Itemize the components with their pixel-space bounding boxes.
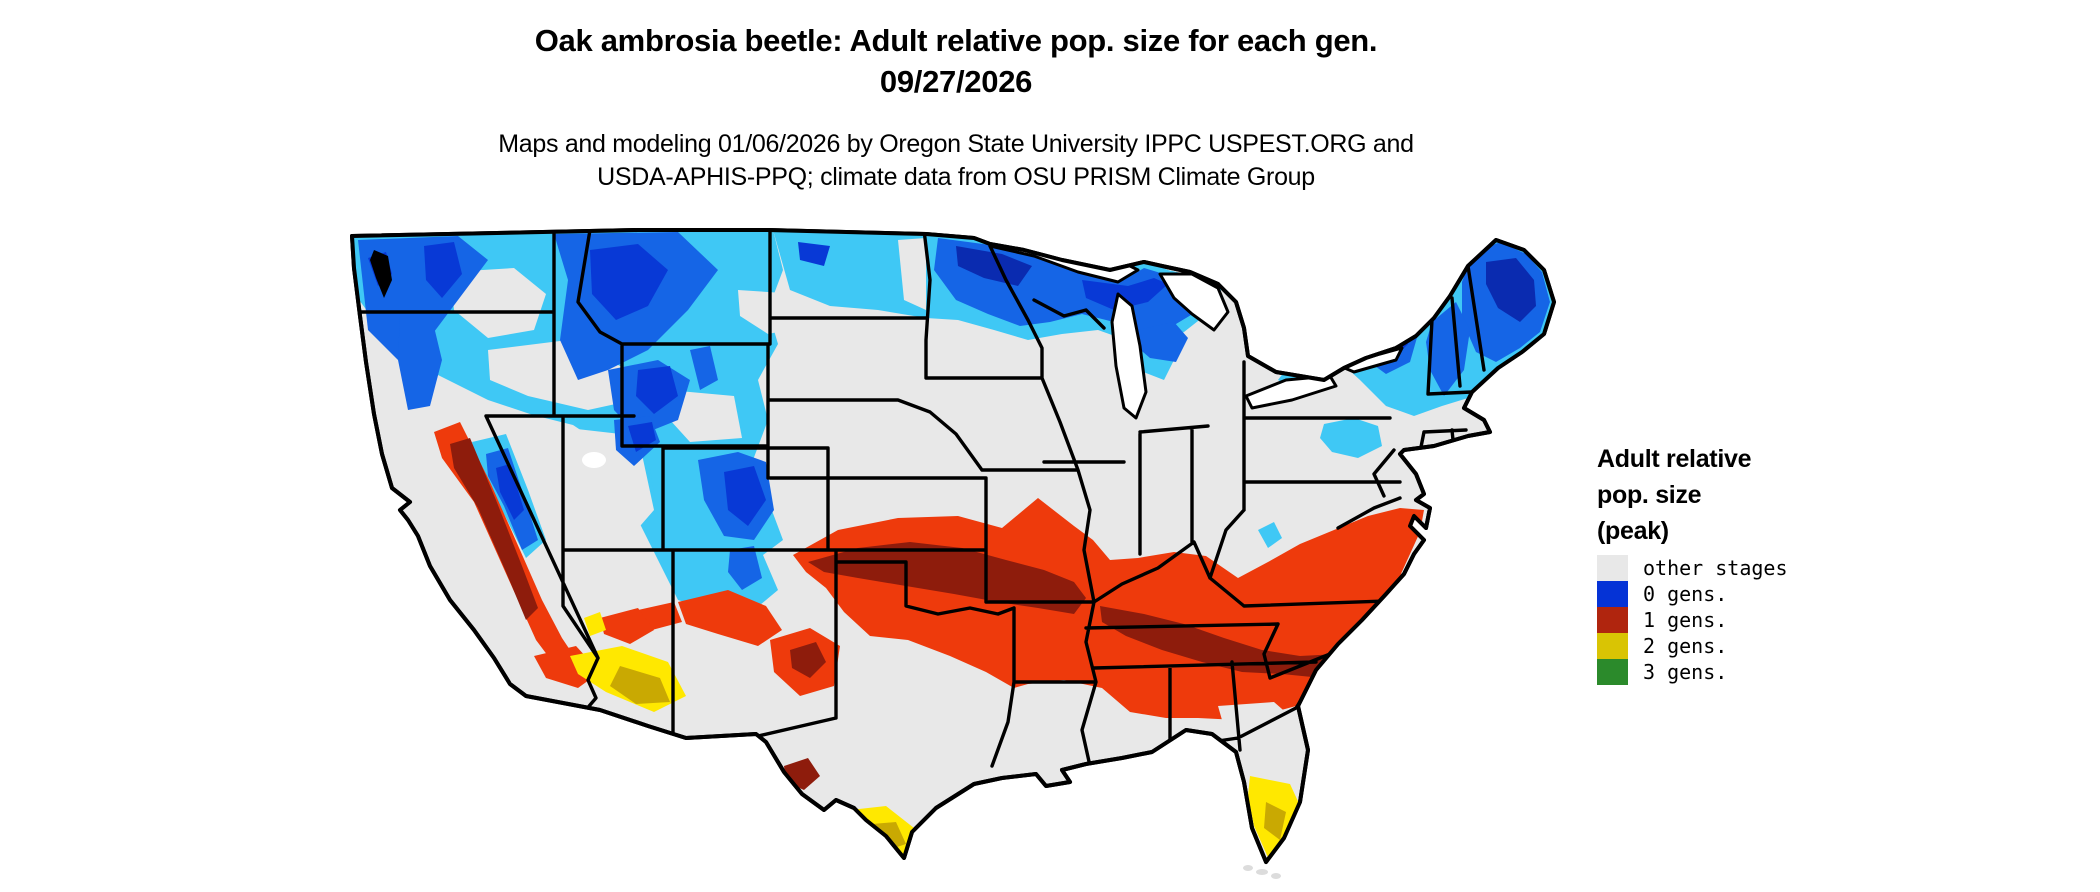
lake-erie: [1244, 374, 1338, 410]
legend-row-3-gens: 3 gens.: [1597, 659, 1907, 685]
region-mt-pocket-gray: [738, 290, 808, 334]
legend-title-line1: Adult relative: [1597, 445, 1752, 473]
region-n-nm-blue: [728, 546, 762, 590]
region-co-core-deep: [724, 466, 766, 526]
legend-title: Adult relative pop. size (peak): [1597, 441, 1907, 549]
region-or-cascades-blue: [398, 310, 442, 410]
region-va-nc-coastal-darkred: [1362, 618, 1390, 650]
map-title-line1: Oak ambrosia beetle: Adult relative pop.…: [534, 23, 1378, 58]
region-az-mtn-cyan: [690, 550, 722, 590]
map-subtitle: Maps and modeling 01/06/2026 by Oregon S…: [0, 128, 1912, 194]
region-yellowstone-deep: [636, 366, 678, 414]
region-redriver-valley-gray: [898, 238, 926, 310]
legend-title-line3: (peak): [1597, 517, 1669, 545]
region-mogollon-red: [678, 590, 782, 646]
region-columbia-basin-gray: [450, 268, 546, 338]
puget-sound: [370, 250, 392, 298]
region-ca-valley-darkred: [450, 438, 538, 620]
great-salt-lake: [582, 452, 606, 468]
legend-label-2-gens: 2 gens.: [1643, 634, 1728, 658]
region-az-red-3: [600, 608, 654, 644]
legend-label-other-stages: other stages: [1643, 556, 1788, 580]
region-s-fl-mustard: [1264, 802, 1286, 840]
region-sierra-deep: [496, 464, 524, 520]
conus-coastline: [350, 228, 1556, 864]
header: Oak ambrosia beetle: Adult relative pop.…: [0, 20, 1912, 194]
legend-swatch-other-stages: [1597, 555, 1628, 581]
legend-rows: other stages 0 gens. 1 gens. 2 gens. 3 g…: [1597, 555, 1907, 685]
florida-keys-2: [1256, 869, 1268, 875]
legend-label-0-gens: 0 gens.: [1643, 582, 1728, 606]
legend-label-1-gens: 1 gens.: [1643, 608, 1728, 632]
region-bitterroot-deep: [590, 244, 668, 320]
region-ne-mn-navy: [956, 246, 1032, 286]
region-n-cascades-deep: [424, 242, 462, 298]
region-s-nv-yellow: [584, 612, 606, 636]
map-subtitle-line1: Maps and modeling 01/06/2026 by Oregon S…: [498, 130, 1414, 158]
map-subtitle-line2: USDA-APHIS-PPQ; climate data from OSU PR…: [597, 163, 1315, 191]
region-n-lower-mi-blue: [1136, 322, 1188, 362]
legend-swatch-2-gens: [1597, 633, 1628, 659]
legend-row-2-gens: 2 gens.: [1597, 633, 1907, 659]
legend-title-line2: pop. size: [1597, 481, 1702, 509]
legend-swatch-0-gens: [1597, 581, 1628, 607]
region-s-tx-mustard: [872, 822, 906, 850]
florida-keys-3: [1271, 873, 1281, 879]
florida-keys-1: [1243, 865, 1253, 871]
legend-swatch-1-gens: [1597, 607, 1628, 633]
legend-row-other-stages: other stages: [1597, 555, 1907, 581]
region-wy-basin-gray: [668, 390, 742, 442]
region-maine-navy: [1486, 258, 1536, 322]
map-title-date: 09/27/2026: [879, 64, 1033, 99]
legend-label-3-gens: 3 gens.: [1643, 660, 1728, 684]
region-pa-poconos-cyan: [1320, 418, 1382, 458]
legend-row-0-gens: 0 gens.: [1597, 581, 1907, 607]
region-wv-highlands-cyan: [1258, 522, 1282, 548]
region-ok-ar-darkred: [808, 542, 1086, 614]
us-map: [338, 210, 1568, 886]
region-up-mi-deep: [1082, 278, 1168, 310]
region-wtx-darkred: [790, 642, 826, 678]
lake-michigan: [1110, 292, 1148, 420]
legend-row-1-gens: 1 gens.: [1597, 607, 1907, 633]
region-az-ca-desert-mustard: [610, 666, 670, 704]
legend-swatch-3-gens: [1597, 659, 1628, 685]
region-west-cyan: [352, 230, 783, 615]
region-bighorn-blue: [690, 346, 718, 390]
us-map-svg: [350, 228, 1556, 879]
legend: Adult relative pop. size (peak) other st…: [1597, 441, 1907, 685]
region-az-red-2: [638, 602, 682, 630]
state-borders: [354, 230, 1486, 768]
region-nd-navy-spot: [798, 242, 830, 266]
